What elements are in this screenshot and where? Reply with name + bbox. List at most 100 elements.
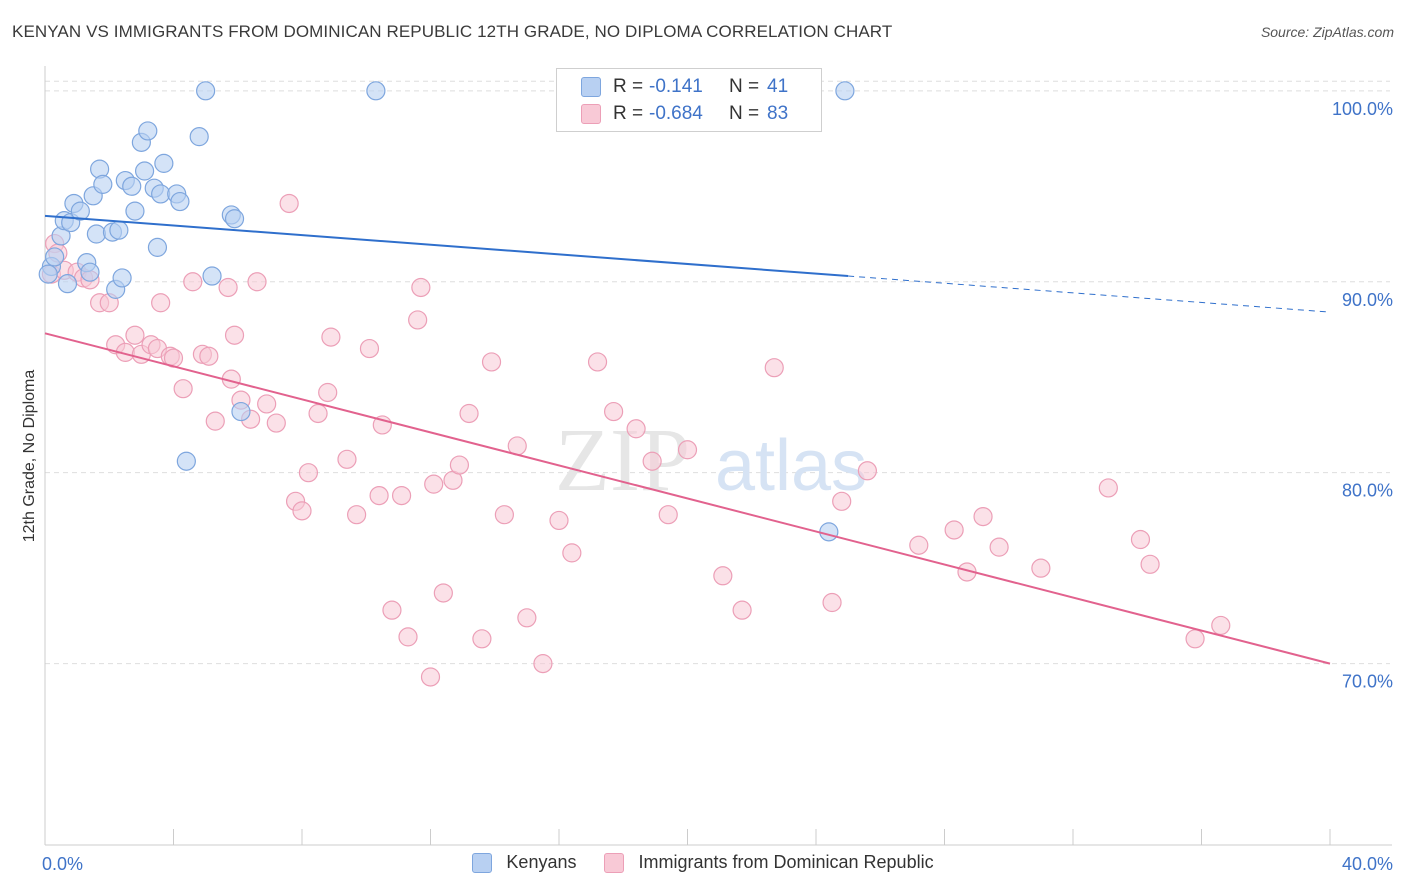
data-point xyxy=(154,153,174,173)
data-point xyxy=(125,325,145,345)
n-value-kenyans: 41 xyxy=(767,76,789,97)
data-point xyxy=(382,600,402,620)
data-point xyxy=(732,600,752,620)
data-point xyxy=(122,176,142,196)
data-point xyxy=(359,338,380,359)
y-tick-label: 80.0% xyxy=(1342,481,1393,501)
data-point xyxy=(835,81,855,101)
chart-title: KENYAN VS IMMIGRANTS FROM DOMINICAN REPU… xyxy=(12,22,893,41)
trend-line-kenyans-extension xyxy=(848,275,1331,313)
r-label: R = xyxy=(613,76,644,97)
data-point xyxy=(199,346,219,366)
data-point xyxy=(202,266,222,286)
data-point xyxy=(147,237,168,257)
blue-swatch xyxy=(581,77,601,97)
axes xyxy=(44,66,1392,846)
data-point xyxy=(279,193,299,214)
data-point xyxy=(832,491,852,511)
data-point xyxy=(45,247,65,267)
data-point xyxy=(224,325,245,345)
data-point xyxy=(626,419,646,439)
data-point xyxy=(298,463,319,483)
data-point xyxy=(764,358,784,378)
data-point xyxy=(86,224,107,244)
data-point xyxy=(151,184,171,204)
data-point xyxy=(176,451,196,471)
correlation-legend: R = -0.141 N = 41 R = -0.684 N = 83 xyxy=(556,68,822,132)
legend-item-dominican: Immigrants from Dominican Republic xyxy=(604,852,934,873)
r-value-kenyans: -0.141 xyxy=(649,76,703,97)
data-point xyxy=(80,262,100,282)
data-point xyxy=(408,310,428,330)
data-point xyxy=(347,505,367,525)
data-point xyxy=(433,583,453,603)
data-point xyxy=(196,81,216,101)
data-point xyxy=(292,501,312,521)
data-point xyxy=(822,592,842,613)
data-point xyxy=(944,520,964,540)
data-point xyxy=(472,629,492,649)
data-point xyxy=(1211,615,1231,636)
trend-lines xyxy=(44,214,1331,665)
data-point xyxy=(549,510,569,531)
data-point xyxy=(318,382,338,403)
data-point xyxy=(819,522,839,542)
data-point xyxy=(337,449,357,469)
data-point xyxy=(642,451,662,471)
data-point xyxy=(189,127,209,147)
tick-labels: 70.0% 80.0% 90.0% 100.0% 0.0% 40.0% xyxy=(42,99,1393,874)
data-point xyxy=(109,220,129,240)
data-point xyxy=(247,272,267,292)
data-point xyxy=(257,394,277,414)
data-point xyxy=(125,201,145,221)
legend-row-dominican: R = -0.684 N = 83 xyxy=(581,102,788,126)
data-point xyxy=(70,201,90,221)
r-label: R = xyxy=(613,103,644,124)
watermark-zip: ZIP xyxy=(555,411,690,510)
data-point xyxy=(138,121,158,141)
data-point xyxy=(308,403,328,424)
n-value-dominican: 83 xyxy=(767,103,789,124)
series-kenyans xyxy=(38,81,855,542)
data-point xyxy=(57,274,78,294)
data-point xyxy=(411,277,431,298)
data-point xyxy=(218,277,238,298)
data-point xyxy=(494,505,514,525)
data-point xyxy=(857,461,878,481)
y-tick-label: 100.0% xyxy=(1332,99,1393,119)
source-credit: Source: ZipAtlas.com xyxy=(1260,24,1394,40)
data-point xyxy=(1098,478,1118,498)
data-point xyxy=(533,654,553,674)
n-label: N = xyxy=(729,103,760,124)
data-point xyxy=(151,293,171,313)
data-point xyxy=(517,608,537,628)
data-point xyxy=(677,440,698,460)
n-label: N = xyxy=(729,76,760,97)
data-point xyxy=(587,352,608,372)
data-point xyxy=(909,535,929,555)
data-point xyxy=(562,543,582,563)
r-value-dominican: -0.684 xyxy=(649,103,703,124)
data-point xyxy=(398,627,418,647)
data-point xyxy=(205,411,225,431)
legend-item-kenyans: Kenyans xyxy=(472,852,576,873)
data-point xyxy=(1140,554,1160,574)
data-point xyxy=(369,485,389,506)
trend-line-kenyans xyxy=(44,214,849,278)
data-point xyxy=(1031,558,1051,578)
data-point xyxy=(424,474,444,494)
data-point xyxy=(134,161,155,181)
data-point xyxy=(93,174,113,194)
data-point xyxy=(224,209,245,229)
pink-swatch xyxy=(581,104,601,124)
series-legend: Kenyans Immigrants from Dominican Republ… xyxy=(0,852,1406,873)
data-point xyxy=(266,413,286,433)
data-point xyxy=(713,566,733,586)
gridlines xyxy=(45,80,1390,665)
data-point xyxy=(973,506,993,527)
data-point xyxy=(170,191,190,212)
watermark: ZIP atlas xyxy=(555,411,867,510)
data-point xyxy=(321,327,341,347)
x-tick-label: 40.0% xyxy=(1342,854,1393,874)
